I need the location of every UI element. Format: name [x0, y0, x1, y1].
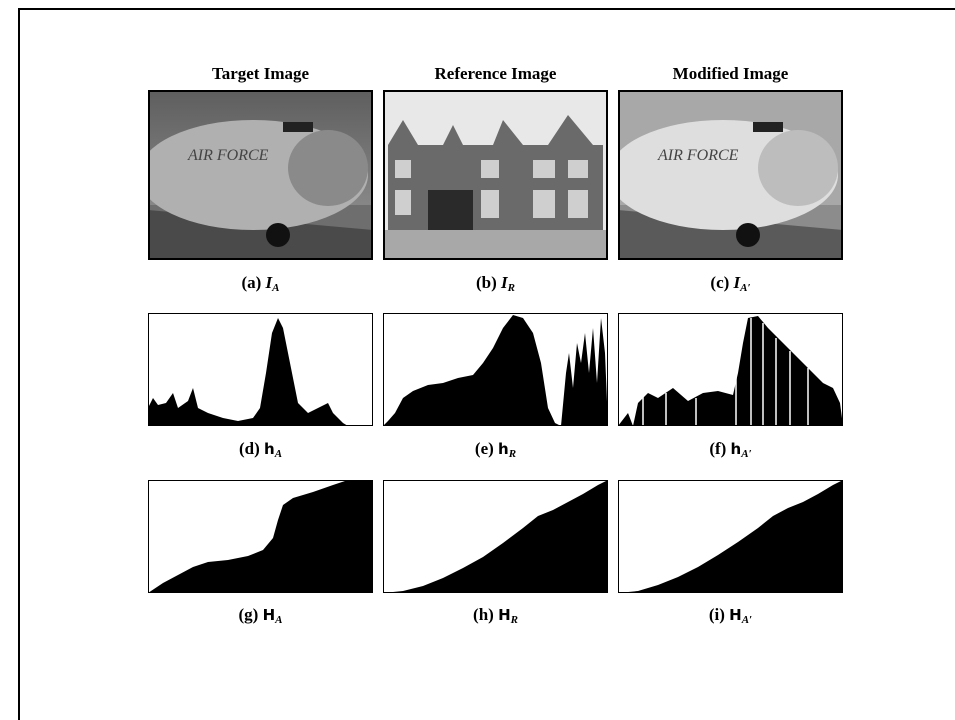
- caption: (c) IA′: [618, 273, 843, 294]
- caption-part: (g): [239, 605, 259, 624]
- caption-part: H: [498, 606, 511, 624]
- modified-image: AIR FORCE: [618, 90, 843, 260]
- caption-part: (f): [709, 439, 726, 458]
- caption: (g) HA: [148, 605, 373, 626]
- target-image: AIR FORCE: [148, 90, 373, 260]
- caption-part: (i): [709, 605, 725, 624]
- caption-part: A: [272, 282, 279, 294]
- caption-part: h: [498, 440, 509, 458]
- svg-text:AIR FORCE: AIR FORCE: [657, 147, 739, 164]
- caption-part: H: [729, 606, 742, 624]
- page: Target Image Reference Image Modified Im…: [0, 0, 955, 720]
- caption: (e) hR: [383, 439, 608, 460]
- histogram: [148, 313, 373, 426]
- caption: (a) IA: [148, 273, 373, 294]
- caption: (i) HA′: [618, 605, 843, 626]
- histogram: [383, 313, 608, 426]
- caption-part: A′: [741, 448, 751, 460]
- caption-part: h: [264, 440, 275, 458]
- caption-part: (a): [241, 273, 261, 292]
- cumulative-histogram: [618, 480, 843, 593]
- caption-part: h: [731, 440, 742, 458]
- caption-part: (b): [476, 273, 497, 292]
- caption-part: I: [501, 273, 508, 292]
- reference-image: [383, 90, 608, 260]
- caption-part: (h): [473, 605, 494, 624]
- histogram: [618, 313, 843, 426]
- caption-part: R: [511, 614, 518, 626]
- caption-part: (c): [710, 273, 729, 292]
- caption-part: (d): [239, 439, 260, 458]
- caption-part: H: [263, 606, 276, 624]
- caption-part: R: [509, 448, 516, 460]
- caption: (d) hA: [148, 439, 373, 460]
- column-title: Modified Image: [618, 64, 843, 84]
- caption-part: (e): [475, 439, 494, 458]
- caption: (b) IR: [383, 273, 608, 294]
- svg-text:AIR FORCE: AIR FORCE: [187, 147, 269, 164]
- cumulative-histogram: [383, 480, 608, 593]
- caption-part: A: [275, 614, 282, 626]
- column-title: Reference Image: [383, 64, 608, 84]
- cumulative-histogram: [148, 480, 373, 593]
- column-title: Target Image: [148, 64, 373, 84]
- caption-part: A′: [740, 282, 750, 294]
- caption-part: A′: [742, 614, 752, 626]
- caption: (f) hA′: [618, 439, 843, 460]
- caption-part: A: [275, 448, 282, 460]
- caption: (h) HR: [383, 605, 608, 626]
- caption-part: R: [508, 282, 515, 294]
